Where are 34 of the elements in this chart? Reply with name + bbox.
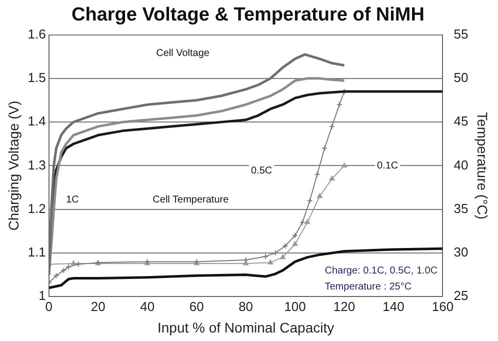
y-tick-label: 1.3 (28, 157, 46, 172)
y-tick-label: 1.2 (28, 200, 46, 216)
annotation: Cell Temperature (152, 194, 230, 206)
x-tick-label: 120 (333, 298, 356, 314)
x-tick-label: 80 (238, 298, 254, 314)
x-tick-label: 20 (90, 298, 106, 314)
y2-tick-label: 40 (454, 157, 468, 172)
x-tick-label: 160 (432, 298, 454, 314)
chart-title: Charge Voltage & Temperature of NiMH (72, 4, 424, 26)
annotation: 0.5C (251, 166, 272, 177)
y-tick-label: 1.4 (28, 114, 46, 129)
y-axis-title: Charging Voltage (V) (5, 100, 22, 231)
x-tick-label: 60 (189, 298, 204, 314)
y-tick-label: 1.5 (28, 70, 46, 86)
annotation: Charge: 0.1C, 0.5C, 1.0C (324, 265, 438, 276)
y2-tick-label: 55 (454, 26, 468, 42)
y2-tick-label: 45 (454, 114, 468, 129)
x-tick-label: 100 (284, 298, 306, 314)
annotation: 1C (66, 194, 79, 206)
y2-tick-label: 50 (454, 70, 468, 86)
y2-axis-title: Temperature (°C) (474, 112, 491, 220)
annotation: 0.1C (377, 160, 398, 172)
y2-tick-label: 35 (454, 200, 468, 216)
x-tick-label: 40 (140, 298, 155, 314)
x-axis-title: Input % of Nominal Capacity (157, 319, 334, 336)
y-tick-label: 1.1 (28, 244, 46, 260)
x-tick-label: 0 (45, 298, 52, 314)
y-tick-label: 1.6 (28, 26, 46, 42)
x-tick-label: 140 (382, 298, 404, 314)
y2-tick-label: 25 (454, 288, 468, 304)
y-tick-label: 1 (38, 288, 46, 304)
y2-tick-label: 30 (454, 244, 468, 260)
annotation: Cell Voltage (156, 48, 210, 59)
annotation: Temperature : 25°C (324, 281, 412, 292)
